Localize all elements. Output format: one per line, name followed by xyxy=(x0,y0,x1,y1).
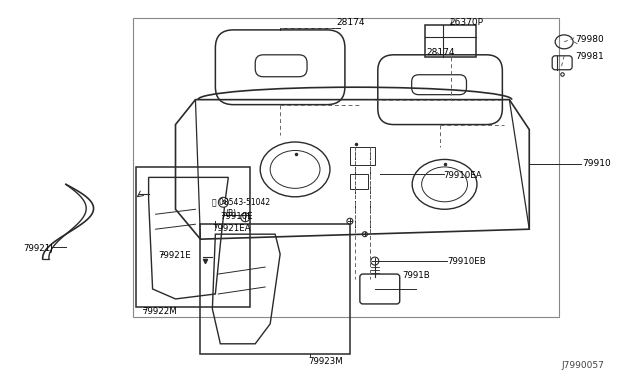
Bar xyxy=(132,18,559,317)
Text: 7991B: 7991B xyxy=(403,271,431,280)
Text: 79981: 79981 xyxy=(575,52,604,61)
Text: 79921J: 79921J xyxy=(23,244,52,253)
Bar xyxy=(350,174,368,189)
Text: 79921EA: 79921EA xyxy=(212,224,251,233)
Text: (B): (B) xyxy=(225,209,236,218)
Bar xyxy=(424,25,476,57)
Text: 28174: 28174 xyxy=(336,18,364,27)
Text: 28174: 28174 xyxy=(427,48,455,57)
Bar xyxy=(350,147,375,166)
Circle shape xyxy=(218,197,228,207)
Text: Ⓢ 08543-51042: Ⓢ 08543-51042 xyxy=(212,197,271,206)
Text: 79910: 79910 xyxy=(582,160,611,169)
Bar xyxy=(136,167,250,307)
Text: 79980: 79980 xyxy=(575,35,604,44)
Text: 26370P: 26370P xyxy=(449,18,484,27)
Text: S: S xyxy=(221,200,226,205)
Text: J7990057: J7990057 xyxy=(561,361,604,370)
Text: 79910EB: 79910EB xyxy=(447,257,486,266)
Text: 79910E: 79910E xyxy=(220,212,253,221)
Text: 79921E: 79921E xyxy=(159,251,191,260)
Bar xyxy=(200,224,350,354)
Text: 79910EA: 79910EA xyxy=(444,171,482,180)
Text: 79923M: 79923M xyxy=(308,357,343,366)
Text: 79922M: 79922M xyxy=(143,307,177,316)
